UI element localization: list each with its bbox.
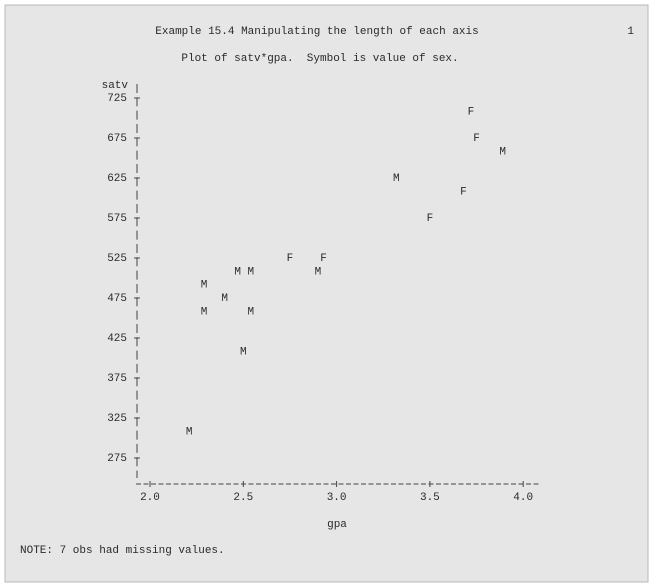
y-tick-label: 625 [107, 173, 127, 185]
y-tick-label: 725 [107, 93, 127, 105]
point-symbol: M [201, 307, 208, 319]
point-symbol: M [499, 147, 506, 159]
x-tick-label: 2.5 [233, 492, 253, 504]
page-number: 1 [627, 26, 634, 38]
point-symbol: M [221, 293, 228, 305]
y-tick-label: 675 [107, 133, 127, 145]
point-symbol: F [460, 187, 467, 199]
chart-title: Example 15.4 Manipulating the length of … [155, 26, 478, 38]
point-symbol: M [240, 347, 247, 359]
y-tick-label: 575 [107, 213, 127, 225]
chart-subtitle: Plot of satv*gpa. Symbol is value of sex… [181, 53, 458, 65]
y-tick-label: 375 [107, 373, 127, 385]
x-tick-label: 2.0 [140, 492, 160, 504]
point-symbol: F [287, 253, 294, 265]
point-symbol: F [473, 133, 480, 145]
point-symbol: F [468, 107, 475, 119]
point-symbol: M [393, 173, 400, 185]
y-axis-label: satv [102, 80, 129, 92]
point-symbol: M [234, 267, 241, 279]
x-tick-label: 3.5 [420, 492, 440, 504]
point-symbol: M [186, 427, 193, 439]
y-tick-label: 325 [107, 413, 127, 425]
page-background [4, 4, 649, 583]
point-symbol: F [427, 213, 434, 225]
point-symbol: M [247, 307, 254, 319]
note: NOTE: 7 obs had missing values. [20, 545, 225, 557]
x-tick-label: 3.0 [327, 492, 347, 504]
y-tick-label: 275 [107, 453, 127, 465]
point-symbol: M [201, 279, 208, 291]
point-symbol: F [320, 253, 327, 265]
x-tick-label: 4.0 [513, 492, 533, 504]
point-symbol: M [315, 267, 322, 279]
y-tick-label: 425 [107, 333, 127, 345]
x-axis-label: gpa [327, 519, 347, 531]
point-symbol: M [247, 267, 254, 279]
y-tick-label: 525 [107, 253, 127, 265]
y-tick-label: 475 [107, 293, 127, 305]
